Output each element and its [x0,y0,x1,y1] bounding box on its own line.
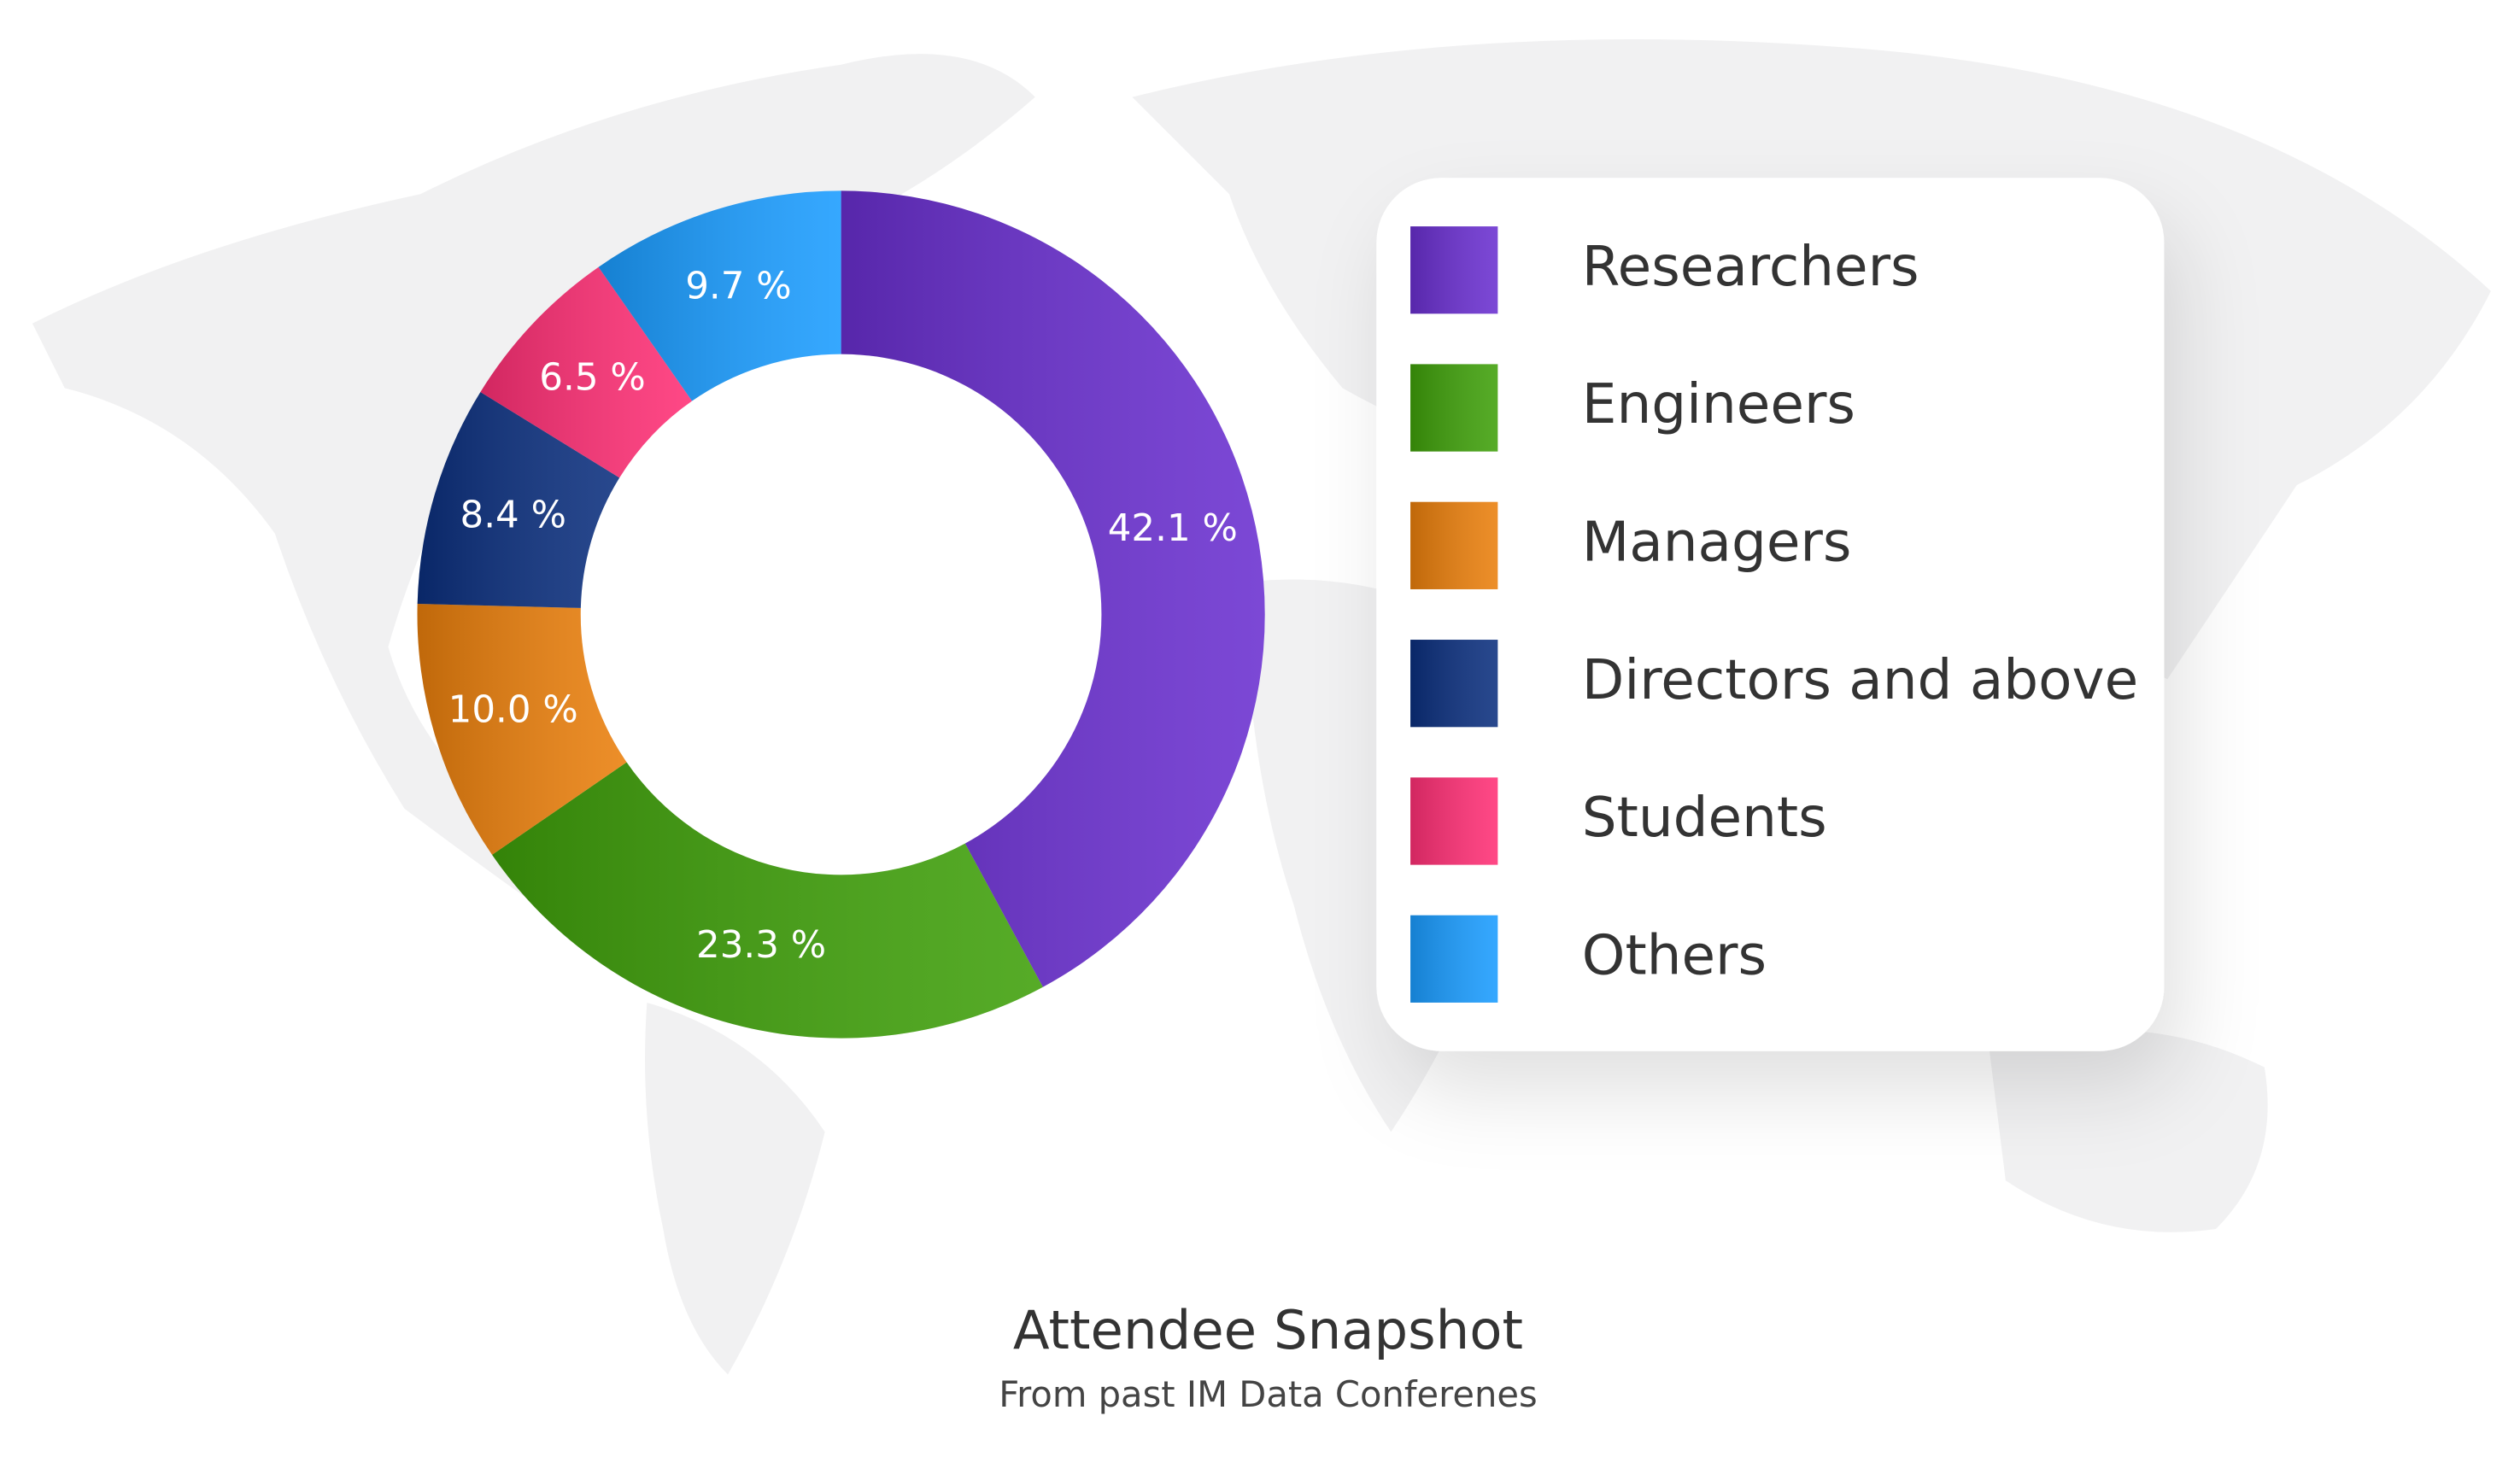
data-label: 10.0 % [448,689,578,732]
legend-swatch-sheen [1410,777,1498,865]
slice-sheen [480,266,693,478]
data-label: 42.1 % [1108,507,1238,550]
data-label: 8.4 % [460,494,566,536]
data-label: 23.3 % [696,924,826,967]
legend-swatch-sheen [1410,915,1498,1003]
chart-title: Attendee Snapshot [1013,1299,1523,1361]
chart-subtitle: From past IM Data Conferenes [999,1373,1537,1415]
legend-label: Managers [1582,510,1852,574]
legend-label: Directors and above [1582,648,2138,712]
slice-sheen [598,190,841,401]
legend-swatch-sheen [1410,226,1498,314]
slice-sheen [417,604,627,855]
legend-label: Engineers [1582,372,1855,436]
legend-swatch-sheen [1410,640,1498,728]
legend: Researchers Engineers Managers Directors an… [1410,226,2138,1003]
legend-label: Researchers [1582,235,1919,299]
legend-label: Students [1582,786,1827,850]
data-label: 9.7 % [685,265,791,307]
slice-sheen [417,391,620,608]
legend-box [1376,178,2165,1051]
slice-sheen [841,190,1265,987]
legend-label: Others [1582,923,1767,987]
legend-swatch-sheen [1410,501,1498,589]
slice-sheen [492,762,1043,1039]
data-label: 6.5 % [539,356,645,399]
legend-swatch-sheen [1410,364,1498,452]
donut: 42.1 % 23.3 % 10.0 % 8.4 % 6.5 % 9.7 % [417,190,1265,1039]
